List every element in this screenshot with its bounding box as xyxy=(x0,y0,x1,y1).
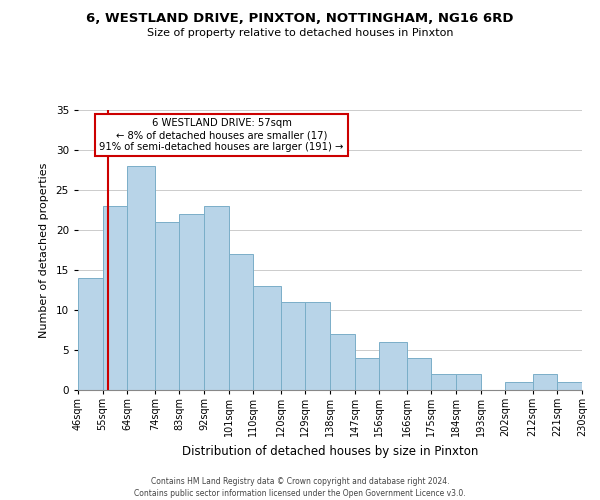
Y-axis label: Number of detached properties: Number of detached properties xyxy=(39,162,49,338)
Bar xyxy=(355,358,379,390)
Text: 6 WESTLAND DRIVE: 57sqm
← 8% of detached houses are smaller (17)
91% of semi-det: 6 WESTLAND DRIVE: 57sqm ← 8% of detached… xyxy=(100,118,344,152)
Bar xyxy=(229,254,253,390)
Bar xyxy=(505,382,533,390)
Bar xyxy=(305,302,330,390)
Bar xyxy=(330,334,355,390)
X-axis label: Distribution of detached houses by size in Pinxton: Distribution of detached houses by size … xyxy=(182,444,478,458)
Bar xyxy=(103,206,127,390)
Text: 6, WESTLAND DRIVE, PINXTON, NOTTINGHAM, NG16 6RD: 6, WESTLAND DRIVE, PINXTON, NOTTINGHAM, … xyxy=(86,12,514,26)
Bar xyxy=(557,382,582,390)
Bar xyxy=(379,342,407,390)
Bar xyxy=(155,222,179,390)
Text: Contains public sector information licensed under the Open Government Licence v3: Contains public sector information licen… xyxy=(134,489,466,498)
Bar xyxy=(431,374,456,390)
Bar xyxy=(127,166,155,390)
Bar xyxy=(281,302,305,390)
Bar xyxy=(179,214,204,390)
Text: Size of property relative to detached houses in Pinxton: Size of property relative to detached ho… xyxy=(147,28,453,38)
Bar xyxy=(204,206,229,390)
Bar xyxy=(533,374,557,390)
Bar xyxy=(253,286,281,390)
Bar xyxy=(78,278,103,390)
Bar xyxy=(407,358,431,390)
Text: Contains HM Land Registry data © Crown copyright and database right 2024.: Contains HM Land Registry data © Crown c… xyxy=(151,478,449,486)
Bar xyxy=(456,374,481,390)
